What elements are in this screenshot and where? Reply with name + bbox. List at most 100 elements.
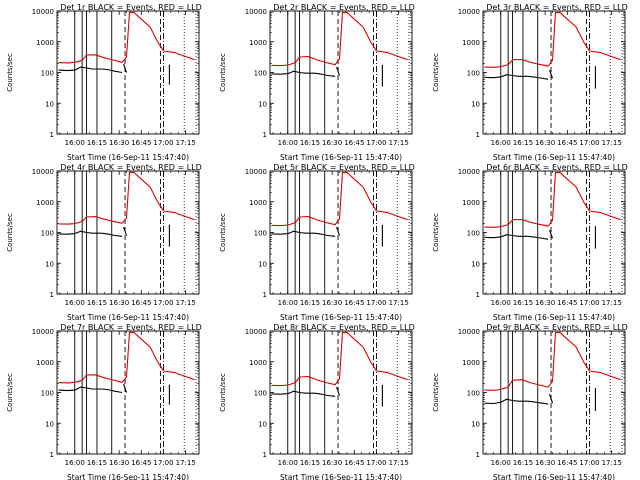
y-tick-label: 10 [471,100,480,108]
x-tick-label: 17:15 [389,299,409,307]
x-tick-label: 17:00 [366,139,386,147]
plot-frame [269,10,413,135]
plot-frame [56,170,200,295]
x-tick-label: 17:00 [153,459,173,467]
y-tick-label: 1 [50,451,54,459]
x-tick-label: 17:15 [602,299,622,307]
x-tick-label: 16:00 [491,139,511,147]
y-tick-label: 1000 [249,359,267,367]
x-tick-label: 16:45 [557,139,577,147]
x-axis-label: Start Time (16-Sep-11 15:47:40) [67,313,189,322]
events-series-line [58,386,123,394]
y-tick-label: 10 [258,100,267,108]
panel-title: Det 3r BLACK = Events, RED = LLD [486,3,628,12]
y-tick-label: 10000 [245,328,267,336]
y-tick-label: 10000 [245,168,267,176]
x-tick-label: 16:15 [300,299,320,307]
detector-panel: Det 5r BLACK = Events, RED = LLD Start Ti… [219,163,415,322]
x-tick-label: 16:15 [87,299,107,307]
x-tick-label: 16:15 [513,139,533,147]
x-tick-label: 17:15 [176,139,196,147]
x-axis-label: Start Time (16-Sep-11 15:47:40) [280,313,402,322]
y-tick-label: 10 [258,420,267,428]
y-tick-label: 100 [41,230,54,238]
detector-panel: Det 8r BLACK = Events, RED = LLD Start Ti… [219,323,415,480]
y-tick-label: 10 [471,420,480,428]
y-tick-label: 1 [50,291,54,299]
y-tick-label: 10000 [458,8,480,16]
y-tick-label: 1 [476,291,480,299]
x-tick-label: 16:30 [535,139,555,147]
y-tick-label: 10000 [32,328,54,336]
y-axis-label: Counts/sec [432,53,440,92]
x-tick-label: 17:15 [602,139,622,147]
y-axis-label: Counts/sec [6,213,14,252]
y-tick-label: 1000 [249,199,267,207]
x-tick-label: 16:15 [87,139,107,147]
events-series-line [484,234,549,240]
x-tick-label: 16:00 [65,299,85,307]
y-tick-label: 1000 [36,359,54,367]
events-series-line [484,74,549,80]
y-tick-label: 10000 [32,168,54,176]
x-tick-label: 17:15 [176,459,196,467]
y-axis-label: Counts/sec [6,53,14,92]
plot-frame [269,330,413,455]
x-axis-label: Start Time (16-Sep-11 15:47:40) [493,473,615,480]
lld-series-line [484,171,621,228]
x-axis-label: Start Time (16-Sep-11 15:47:40) [280,473,402,480]
y-axis-label: Counts/sec [432,213,440,252]
panel-title: Det 1r BLACK = Events, RED = LLD [60,3,202,12]
x-tick-label: 16:00 [491,299,511,307]
x-tick-label: 16:30 [535,459,555,467]
panel-title: Det 2r BLACK = Events, RED = LLD [273,3,415,12]
y-tick-label: 1 [263,291,267,299]
events-series-line [484,398,549,405]
plot-frame [56,10,200,135]
y-tick-label: 1 [263,451,267,459]
y-tick-label: 1000 [462,199,480,207]
events-series-line [271,70,336,77]
x-tick-label: 16:45 [131,299,151,307]
x-tick-label: 17:00 [153,299,173,307]
x-tick-label: 17:00 [579,139,599,147]
panel-title: Det 7r BLACK = Events, RED = LLD [60,323,202,332]
series-group [58,171,195,247]
y-tick-label: 100 [467,70,480,78]
lld-series-line [484,331,621,391]
detector-panel: Det 6r BLACK = Events, RED = LLD Start Ti… [432,163,628,322]
x-tick-label: 16:15 [300,139,320,147]
panel-title: Det 4r BLACK = Events, RED = LLD [60,163,202,172]
detector-panel: Det 2r BLACK = Events, RED = LLD Start Ti… [219,3,415,162]
series-group [58,11,195,85]
x-tick-label: 16:00 [278,139,298,147]
lld-series-line [484,11,621,68]
x-tick-label: 16:15 [513,459,533,467]
x-axis-label: Start Time (16-Sep-11 15:47:40) [67,473,189,480]
x-tick-label: 16:30 [109,459,129,467]
series-group [484,11,621,89]
events-series-line [549,69,554,79]
events-series-line [336,386,341,396]
detector-panel: Det 1r BLACK = Events, RED = LLD Start Ti… [6,3,202,162]
plot-frame [482,10,626,135]
x-tick-label: 16:30 [109,299,129,307]
lld-series-line [271,171,408,227]
x-tick-label: 16:30 [322,459,342,467]
x-tick-label: 17:15 [389,459,409,467]
x-axis-label: Start Time (16-Sep-11 15:47:40) [493,313,615,322]
y-axis-label: Counts/sec [219,213,227,252]
x-tick-label: 17:00 [579,299,599,307]
x-tick-label: 17:15 [176,299,196,307]
y-tick-label: 100 [41,70,54,78]
y-tick-label: 10 [45,420,54,428]
plot-frame [482,330,626,455]
x-tick-label: 16:00 [65,139,85,147]
x-axis-label: Start Time (16-Sep-11 15:47:40) [280,153,402,162]
y-tick-label: 100 [254,230,267,238]
panel-title: Det 8r BLACK = Events, RED = LLD [273,323,415,332]
x-tick-label: 16:15 [513,299,533,307]
events-series-line [123,226,128,236]
events-series-line [123,383,128,393]
x-axis-label: Start Time (16-Sep-11 15:47:40) [67,153,189,162]
